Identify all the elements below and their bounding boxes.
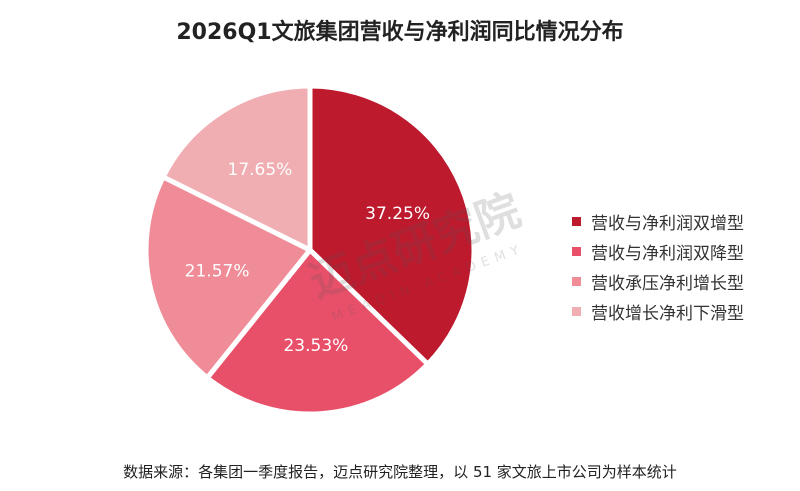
- source-note: 数据来源：各集团一季度报告，迈点研究院整理，以 51 家文旅上市公司为样本统计: [123, 463, 677, 481]
- slice-value-label: 17.65%: [228, 160, 293, 180]
- pie-slice: [307, 83, 477, 367]
- legend-item: 营收增长净利下滑型: [572, 296, 744, 326]
- chart-legend: 营收与净利润双增型 营收与净利润双降型 营收承压净利增长型 营收增长净利下滑型: [572, 206, 744, 326]
- legend-swatch: [572, 246, 581, 256]
- pie-slice: [143, 174, 313, 381]
- legend-item: 营收与净利润双增型: [572, 206, 744, 236]
- legend-label: 营收承压净利增长型: [591, 273, 744, 294]
- slice-value-label: 37.25%: [365, 204, 430, 224]
- pie-slice: [160, 83, 313, 253]
- slice-value-label: 23.53%: [283, 336, 348, 356]
- legend-swatch: [572, 276, 581, 286]
- legend-swatch: [572, 306, 581, 316]
- legend-label: 营收与净利润双增型: [591, 213, 744, 234]
- legend-label: 营收增长净利下滑型: [591, 303, 744, 324]
- legend-item: 营收承压净利增长型: [572, 266, 744, 296]
- slice-value-label: 21.57%: [185, 261, 250, 281]
- chart-title: 2026Q1文旅集团营收与净利润同比情况分布: [176, 20, 624, 45]
- legend-swatch: [572, 216, 581, 226]
- pie-slice: [204, 247, 431, 417]
- legend-label: 营收与净利润双降型: [591, 243, 744, 264]
- legend-item: 营收与净利润双降型: [572, 236, 744, 266]
